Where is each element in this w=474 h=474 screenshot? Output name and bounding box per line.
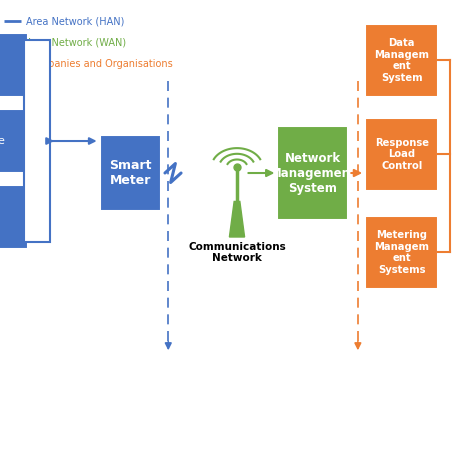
Bar [0,185,28,249]
Bar [100,135,161,211]
Text: e: e [0,136,5,146]
Text: Metering
Managem
ent
Systems: Metering Managem ent Systems [374,230,429,275]
Bar [24,40,50,242]
Bar [365,216,438,289]
Text: Area Network (HAN): Area Network (HAN) [26,16,125,27]
Text: Response
Load
Control: Response Load Control [375,137,428,171]
Bar [365,118,438,191]
Text: Communications
Network: Communications Network [188,242,286,264]
Bar [0,109,28,173]
Text: Companies and Organisations: Companies and Organisations [26,59,173,69]
Text: Smart
Meter: Smart Meter [109,159,152,187]
Bar [0,33,28,97]
Text: Area Network (WAN): Area Network (WAN) [26,37,126,48]
Text: Data
Managem
ent
System: Data Managem ent System [374,38,429,83]
Bar [365,24,438,97]
Text: Network
Management
System: Network Management System [270,152,356,194]
Bar [277,126,348,220]
Polygon shape [229,201,245,237]
